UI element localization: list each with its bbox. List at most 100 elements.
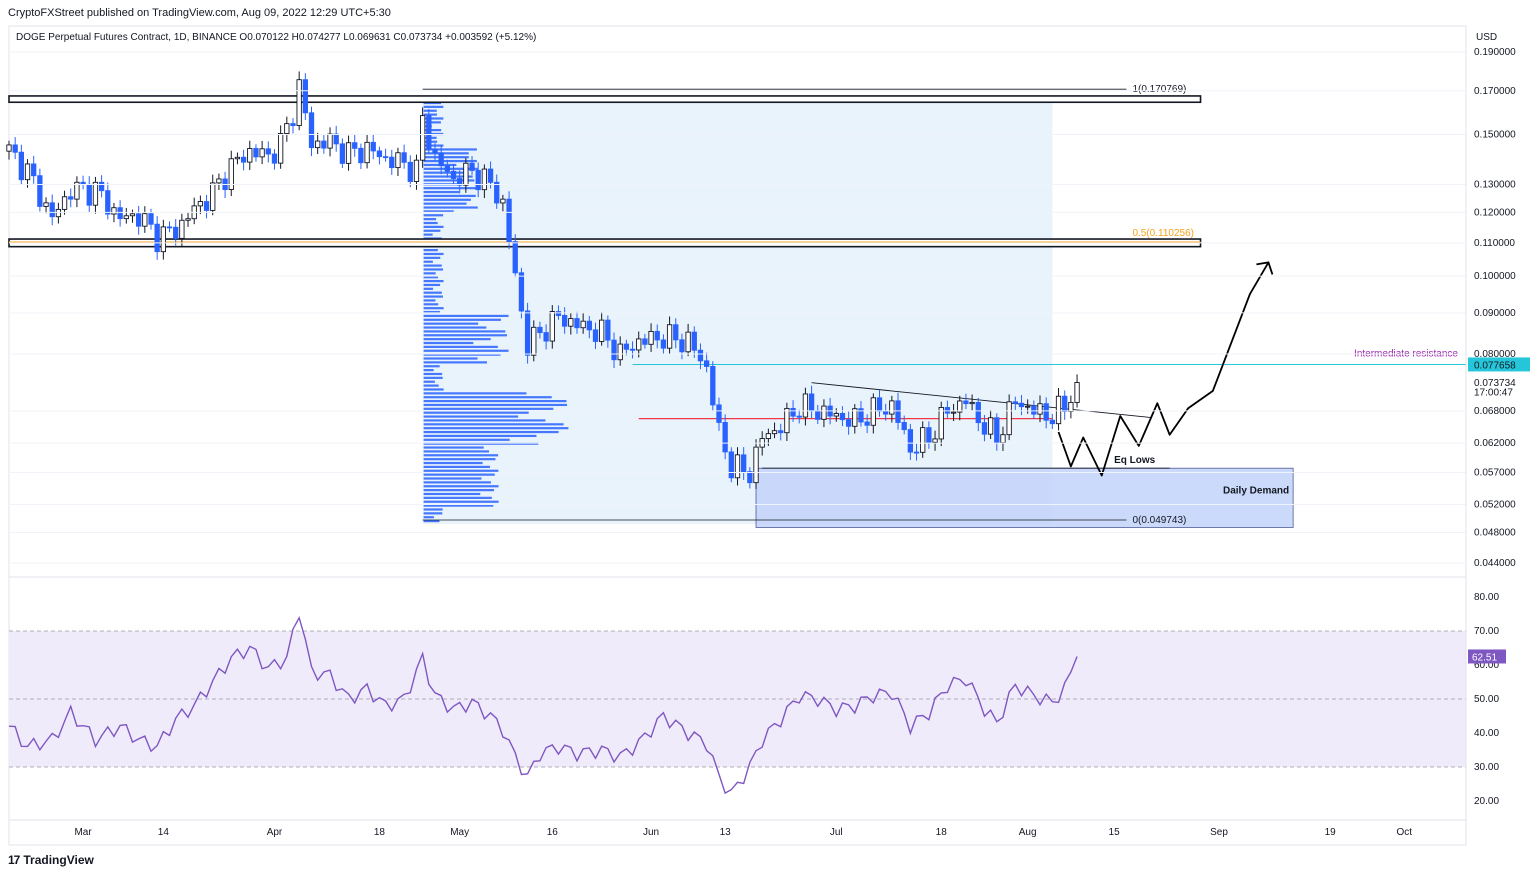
candle-body — [716, 404, 722, 423]
volume-profile-bar — [423, 314, 509, 318]
candle — [500, 194, 506, 212]
volume-profile-bar — [423, 252, 444, 256]
volume-profile-bar — [423, 369, 434, 372]
price-tick-label: 0.190000 — [1474, 47, 1516, 58]
volume-profile-bar — [423, 287, 434, 290]
candle — [1074, 374, 1080, 408]
candle-body — [691, 331, 697, 351]
chart-canvas[interactable]: DOGE Perpetual Futures Contract, 1D, BIN… — [0, 0, 1536, 846]
candle — [166, 221, 173, 233]
volume-profile-bar — [423, 353, 501, 356]
candle-body — [265, 148, 271, 155]
candle-body — [142, 213, 148, 227]
candle — [901, 415, 907, 435]
candle-body — [654, 330, 660, 341]
candle — [796, 409, 802, 424]
candle — [308, 106, 315, 157]
candle — [1031, 400, 1037, 420]
volume-profile-bar — [423, 341, 474, 345]
volume-profile-bar — [423, 152, 469, 155]
candle — [382, 148, 389, 162]
projected-arrowhead — [1256, 261, 1274, 275]
rsi-pane: 80.00 70.00 60.00 50.00 40.00 30.00 20.00 62.51 — [8, 592, 1506, 807]
tradingview-brand[interactable]: 17 TradingView — [8, 853, 94, 867]
time-tick-label: Sep — [1210, 827, 1228, 838]
candle — [296, 71, 302, 131]
volume-profile-bar — [423, 334, 507, 337]
volume-profile-bar — [423, 260, 433, 263]
candle-body — [771, 430, 778, 435]
candle — [568, 312, 574, 335]
volume-profile-bar — [423, 272, 436, 275]
candle-body — [747, 471, 753, 484]
publisher-bar: CryptoFXStreet published on TradingView.… — [0, 0, 1536, 26]
volume-profile-bar — [423, 500, 499, 503]
volume-profile-bar — [423, 229, 441, 232]
volume-profile-bar — [423, 322, 479, 325]
candle-body — [426, 115, 432, 150]
candle-body — [710, 366, 716, 406]
candle — [160, 219, 166, 260]
candle-body — [599, 319, 605, 342]
candle-body — [315, 140, 321, 149]
rsi-tick-label: 50.00 — [1474, 694, 1499, 705]
candle — [771, 422, 778, 439]
candle — [666, 316, 673, 355]
volume-profile-bar — [423, 469, 499, 472]
candle — [549, 305, 555, 349]
candle — [617, 336, 623, 366]
volume-profile-bar — [423, 361, 487, 364]
candle — [691, 326, 697, 358]
volume-profile-bar — [423, 430, 559, 434]
volume-profile-bar — [423, 338, 491, 341]
candle — [395, 147, 401, 177]
volume-profile-bar — [423, 423, 564, 426]
candle-body — [500, 198, 506, 204]
candle — [697, 343, 704, 370]
volume-profile-bar — [423, 156, 469, 159]
candle-body — [605, 319, 611, 341]
candle — [1062, 390, 1068, 420]
volume-profile-bar — [423, 214, 444, 217]
candle-body — [68, 196, 74, 200]
candle — [55, 202, 62, 224]
tradingview-brand-label: TradingView — [23, 853, 94, 867]
candle — [963, 393, 969, 410]
rsi-tick-label: 40.00 — [1474, 728, 1499, 739]
candle — [444, 159, 450, 178]
candle — [839, 406, 846, 427]
candle — [592, 322, 599, 349]
projected-path — [1057, 261, 1270, 477]
candle-body — [636, 338, 642, 351]
candle-body — [228, 158, 234, 190]
volume-profile-bar — [423, 438, 510, 441]
footer-bar: 17 TradingView — [0, 846, 1536, 874]
candle-body — [277, 133, 284, 164]
eq-lows-label: Eq Lows — [1114, 455, 1156, 466]
candle-body — [327, 133, 333, 149]
candle-body — [703, 360, 710, 367]
candle-body — [741, 454, 747, 473]
candle — [1037, 395, 1043, 423]
candle-body — [401, 152, 407, 163]
volume-profile-bar — [423, 384, 439, 387]
candle — [302, 73, 308, 121]
candle-body — [105, 190, 111, 215]
volume-profile-bar — [423, 113, 437, 116]
candle-body — [778, 430, 784, 434]
volume-profile-bar — [423, 403, 568, 407]
candle-body — [1037, 403, 1043, 415]
candle — [253, 144, 259, 162]
candle-body — [932, 438, 938, 443]
candle — [197, 195, 204, 215]
volume-profile-bar — [423, 512, 443, 515]
candle — [173, 219, 179, 246]
candle — [240, 149, 247, 171]
volume-profile-bar — [423, 167, 479, 170]
candle-body — [883, 410, 889, 415]
candle — [537, 321, 543, 339]
volume-profile-bar — [423, 210, 454, 213]
volume-profile-bar — [423, 427, 569, 430]
candle-body — [524, 310, 531, 356]
candle — [271, 149, 278, 170]
